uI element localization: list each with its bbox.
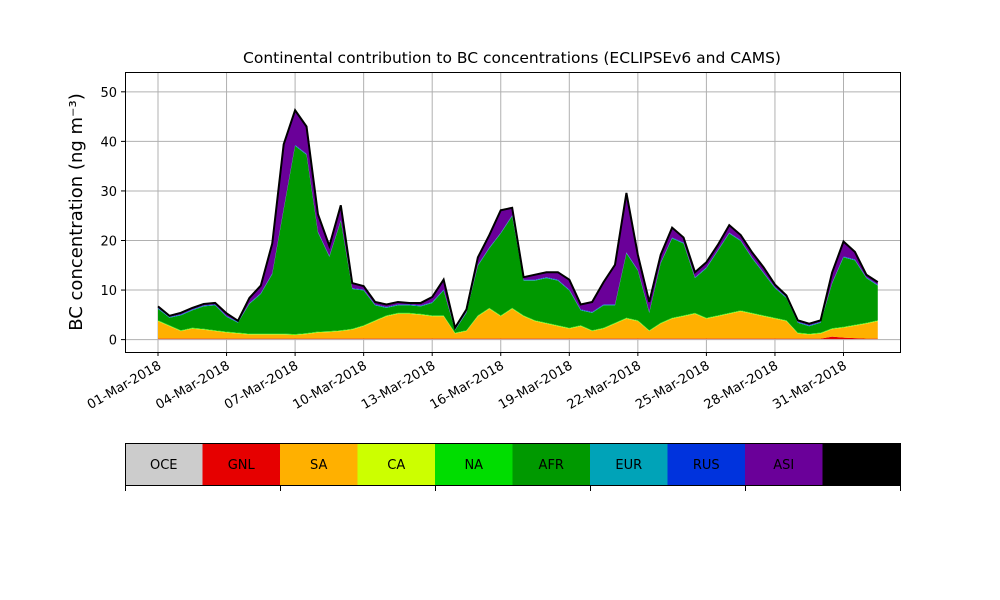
legend-label-afr: AFR bbox=[539, 458, 564, 473]
legend-label-gnl: GNL bbox=[228, 458, 256, 473]
x-tick-label: 04-Mar-2018 bbox=[153, 358, 232, 412]
legend-swatch-ca bbox=[357, 443, 436, 485]
y-tick-label: 30 bbox=[100, 185, 117, 200]
legend-label-asi: ASI bbox=[773, 458, 794, 473]
x-tick-label: 01-Mar-2018 bbox=[85, 358, 164, 412]
legend-swatch-oce bbox=[125, 443, 203, 485]
legend-label-na: NA bbox=[464, 458, 483, 473]
legend-label-eur: EUR bbox=[615, 458, 642, 473]
legend-label-rus: RUS bbox=[693, 458, 720, 473]
y-tick-label: 20 bbox=[100, 234, 117, 249]
x-tick-label: 28-Mar-2018 bbox=[702, 358, 781, 412]
x-tick-label: 16-Mar-2018 bbox=[428, 358, 507, 412]
legend-label-sa: SA bbox=[310, 458, 327, 473]
legend-label-ca: CA bbox=[387, 458, 405, 473]
x-tick-label: 31-Mar-2018 bbox=[770, 358, 849, 412]
x-tick-label: 25-Mar-2018 bbox=[633, 358, 712, 412]
legend-label-oce: OCE bbox=[150, 458, 178, 473]
y-axis: 0 10 20 30 40 50 bbox=[100, 86, 125, 349]
area-afr bbox=[158, 145, 878, 335]
chart-title: Continental contribution to BC concentra… bbox=[243, 49, 781, 67]
area-ca bbox=[158, 308, 878, 336]
legend-swatch-aus bbox=[822, 443, 901, 485]
x-tick-label: 07-Mar-2018 bbox=[222, 358, 301, 412]
legend-swatch-rus bbox=[667, 443, 746, 485]
y-tick-label: 10 bbox=[100, 284, 117, 299]
area-stack bbox=[158, 110, 878, 340]
legend-swatch-gnl bbox=[202, 443, 281, 485]
y-tick-label: 40 bbox=[100, 135, 117, 150]
y-tick-label: 50 bbox=[100, 86, 117, 101]
x-tick-label: 22-Mar-2018 bbox=[565, 358, 644, 412]
plot-frame bbox=[125, 72, 901, 353]
area-sa bbox=[158, 308, 878, 339]
legend: OCE GNL SA CA NA AFR EUR RUS ASI AUS bbox=[125, 443, 901, 491]
legend-label-aus: AUS bbox=[848, 458, 875, 473]
y-axis-label: BC concentration (ng m⁻³) bbox=[66, 93, 87, 331]
x-tick-label: 13-Mar-2018 bbox=[359, 358, 438, 412]
legend-swatch-afr bbox=[512, 443, 591, 485]
legend-swatch-asi bbox=[745, 443, 823, 485]
legend-swatch-na bbox=[435, 443, 513, 485]
y-tick-label: 0 bbox=[109, 334, 117, 349]
legend-swatch-eur bbox=[590, 443, 668, 485]
x-tick-label: 10-Mar-2018 bbox=[291, 358, 370, 412]
x-tick-label: 19-Mar-2018 bbox=[496, 358, 575, 412]
area-asi bbox=[158, 110, 878, 330]
legend-frame bbox=[125, 443, 901, 486]
area-na bbox=[158, 307, 878, 335]
legend-swatch-sa bbox=[280, 443, 358, 485]
x-axis: 01-Mar-201804-Mar-201807-Mar-201810-Mar-… bbox=[85, 352, 850, 413]
total-outline bbox=[157, 107, 879, 331]
